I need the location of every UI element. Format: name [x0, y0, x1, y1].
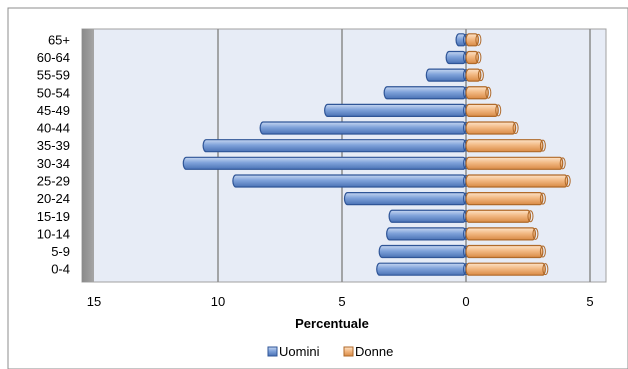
male-bar	[383, 86, 469, 100]
plot-area	[81, 28, 607, 283]
female-bar	[465, 262, 549, 276]
male-bar	[386, 227, 469, 241]
female-bar	[465, 33, 482, 47]
y-tick-label: 40-44	[37, 121, 70, 136]
female-bar	[465, 86, 492, 100]
y-tick-label: 35-39	[37, 138, 70, 153]
female-bar	[465, 209, 534, 223]
y-tick-label: 25-29	[37, 173, 70, 188]
legend-label: Uomini	[279, 344, 320, 359]
female-bar	[465, 174, 571, 188]
legend-label: Donne	[355, 344, 393, 359]
male-bar	[445, 50, 469, 65]
y-tick-label: 15-19	[37, 209, 70, 224]
female-bar	[465, 192, 546, 206]
male-bar	[259, 121, 469, 135]
female-bar	[465, 68, 484, 82]
male-bar	[232, 174, 469, 188]
legend-swatch	[267, 346, 278, 357]
y-tick-label: 50-54	[37, 85, 70, 100]
female-bar	[465, 103, 502, 117]
female-bar	[465, 50, 482, 65]
x-tick-label: 15	[87, 294, 101, 309]
y-tick-label: 45-49	[37, 103, 70, 118]
male-bar	[202, 139, 469, 153]
female-bar	[465, 227, 539, 241]
female-bar	[465, 156, 566, 170]
legend-swatch	[343, 346, 354, 357]
y-tick-label: 60-64	[37, 50, 70, 65]
y-tick-label: 0-4	[51, 262, 70, 277]
y-tick-label: 55-59	[37, 68, 70, 83]
male-bar	[388, 209, 469, 223]
male-bar	[324, 103, 469, 117]
y-tick-label: 30-34	[37, 156, 70, 171]
male-bar	[182, 156, 469, 170]
y-tick-label: 20-24	[37, 191, 70, 206]
x-tick-label: 5	[586, 294, 593, 309]
female-bar	[465, 139, 546, 153]
male-bar	[425, 68, 469, 82]
male-bar	[376, 262, 469, 276]
y-axis-labels: 0-4 5-9 10-14 15-19 20-24 25-29 30-34 35-39 40-4…	[37, 32, 70, 276]
male-bar	[378, 244, 469, 259]
x-tick-label: 5	[338, 294, 345, 309]
x-tick-label: 0	[462, 294, 469, 309]
female-bar	[465, 121, 519, 135]
y-tick-label: 5-9	[51, 244, 70, 259]
male-bar	[343, 192, 469, 206]
x-tick-label: 10	[211, 294, 225, 309]
plot-side-wall	[82, 29, 94, 282]
legend: Uomini Donne	[267, 344, 393, 359]
bars	[182, 33, 571, 276]
y-tick-label: 65+	[48, 32, 70, 47]
x-axis-labels: 15 10 5 0 5	[87, 294, 594, 309]
y-tick-label: 10-14	[37, 226, 70, 241]
x-axis-title: Percentuale	[295, 316, 369, 331]
female-bar	[465, 244, 546, 259]
